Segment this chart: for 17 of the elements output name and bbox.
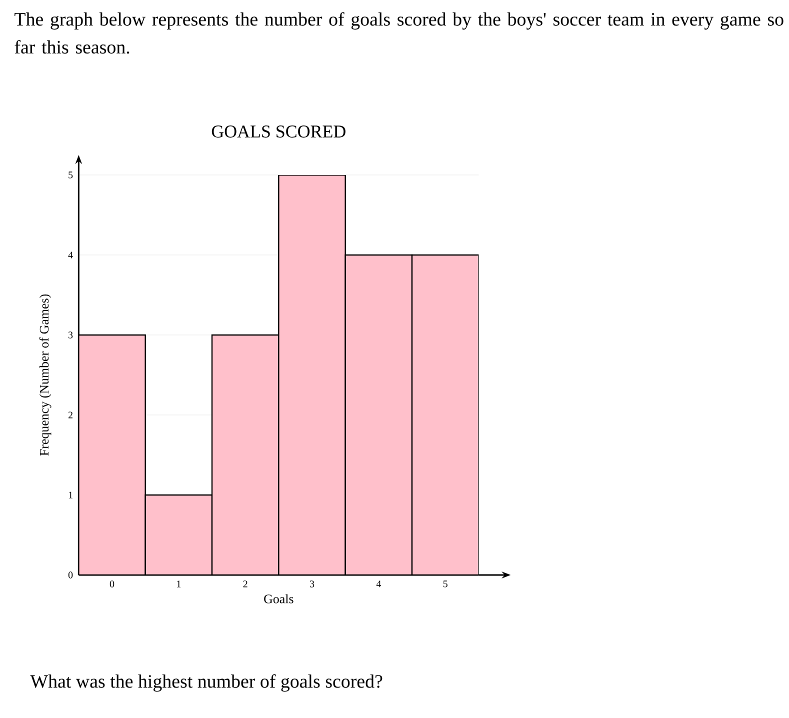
y-tick-label: 2 [68, 412, 72, 418]
text: The graph below represents the number of goals scored by the boys' soccer team in every game so far this season. [14, 12, 784, 54]
x-axis-title: Goals [264, 594, 294, 604]
x-tick-label: 3 [310, 580, 314, 588]
x-tick-label: 0 [110, 580, 114, 588]
text: What was the highest number of goals scored? [30, 674, 382, 692]
x-tick-label: 4 [376, 580, 382, 588]
y-tick-label: 0 [68, 572, 73, 578]
x-tick-label: 2 [243, 580, 248, 588]
x-tick-label: 5 [443, 580, 448, 588]
y-tick-label: 3 [68, 332, 73, 338]
y-tick-label: 5 [68, 172, 73, 178]
chart-title: GOALS SCORED [212, 126, 346, 138]
y-tick-label: 4 [68, 252, 73, 258]
x-tick-label: 1 [177, 580, 181, 588]
y-axis-title: Frequency (Number of Games) [39, 294, 52, 456]
y-tick-label: 1 [68, 492, 72, 498]
